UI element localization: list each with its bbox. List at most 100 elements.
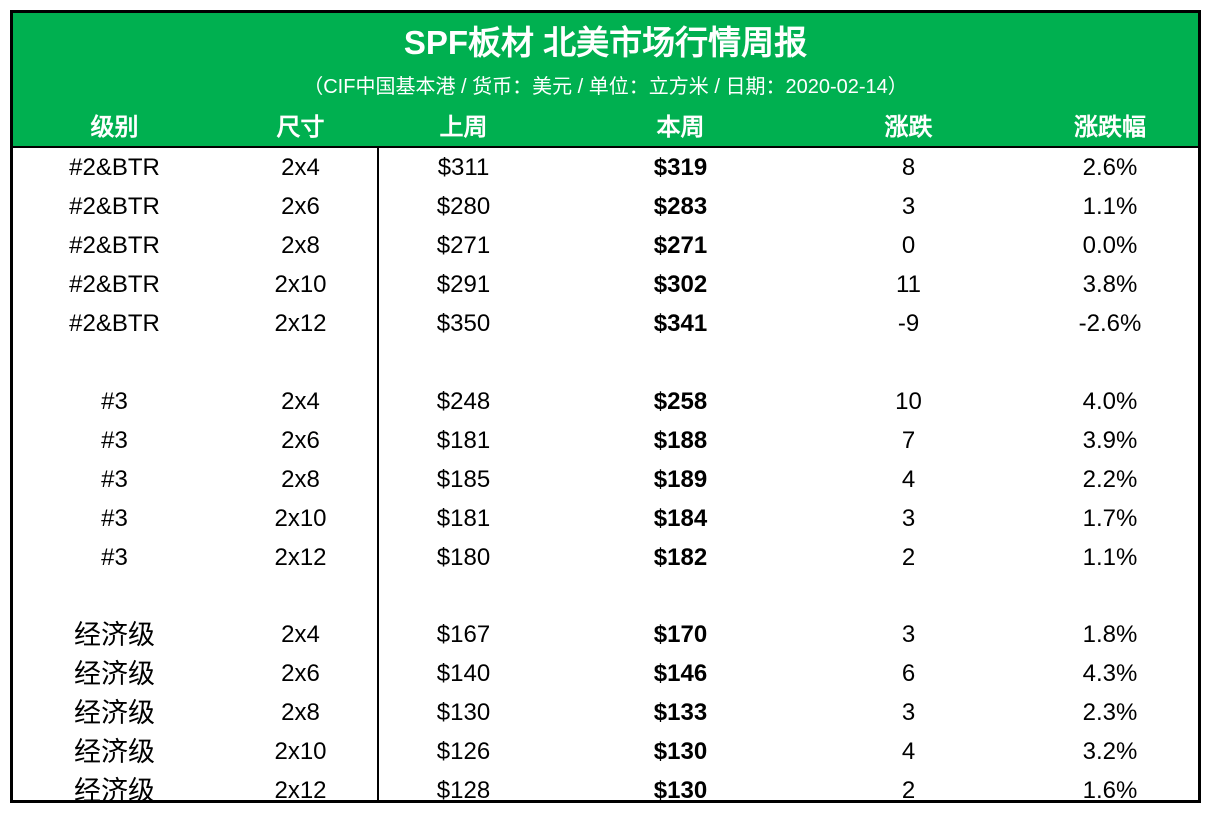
size-cell: 2x6 [281,427,320,454]
last-week-price-cell: $311 [437,154,490,181]
last-week-price-cell: $350 [436,310,491,337]
change-cell: 3 [901,193,916,220]
column-header-change-percent: 涨跌幅 [1074,114,1146,141]
this-week-price-cell: $184 [653,505,708,532]
header-banner: SPF板材 北美市场行情周报 （CIF中国基本港 / 货币：美元 / 单位：立方… [13,13,1198,148]
change-cell: -9 [897,310,920,337]
column-header-this-week: 本周 [656,114,705,141]
change-cell: 4 [901,738,916,765]
change-cell: 3 [901,621,916,648]
size-cell: 2x4 [281,154,320,181]
size-cell: 2x6 [281,660,320,687]
size-cell: 2x8 [281,699,320,726]
column-header-change: 涨跌 [884,114,933,141]
change-cell: 3 [901,505,916,532]
this-week-price-cell: $271 [653,232,708,259]
report-subtitle: （CIF中国基本港 / 货币：美元 / 单位：立方米 / 日期：2020-02-… [303,76,908,98]
last-week-price-cell: $180 [436,544,491,571]
grade-cell: 经济级 [74,776,155,803]
this-week-price-cell: $130 [653,738,708,765]
size-cell: 2x12 [274,777,327,803]
this-week-price-cell: $182 [653,544,708,571]
change-percent-cell: 3.9% [1082,427,1138,454]
change-percent-cell: 4.0% [1082,388,1138,415]
last-week-price-cell: $248 [436,388,491,415]
last-week-price-cell: $181 [436,505,491,532]
change-percent-cell: 3.2% [1082,738,1138,765]
last-week-price-cell: $130 [436,699,491,726]
this-week-price-cell: $189 [653,466,708,493]
report-table: SPF板材 北美市场行情周报 （CIF中国基本港 / 货币：美元 / 单位：立方… [10,10,1201,803]
change-percent-cell: 1.6% [1082,777,1138,803]
change-percent-cell: 4.3% [1082,660,1138,687]
last-week-price-cell: $128 [436,777,491,803]
grade-cell: 经济级 [74,659,155,689]
this-week-price-cell: $146 [653,660,708,687]
size-cell: 2x6 [281,193,320,220]
size-cell: 2x10 [274,738,327,765]
change-cell: 3 [901,699,916,726]
grade-cell: #3 [101,544,128,571]
change-percent-cell: 1.8% [1082,621,1138,648]
grade-cell: #2&BTR [69,271,160,298]
size-cell: 2x4 [281,388,320,415]
change-cell: 11 [896,271,921,298]
size-cell: 2x10 [274,505,327,532]
grade-cell: 经济级 [74,698,155,728]
this-week-price-cell: $133 [653,699,708,726]
this-week-price-cell: $188 [653,427,708,454]
grade-cell: 经济级 [74,620,155,650]
last-week-price-cell: $185 [436,466,491,493]
last-week-price-cell: $140 [436,660,491,687]
this-week-price-cell: $170 [653,621,708,648]
grade-cell: #2&BTR [69,310,160,337]
this-week-price-cell: $283 [653,193,708,220]
size-cell: 2x8 [281,466,320,493]
grade-cell: #3 [101,466,128,493]
grade-cell: #2&BTR [69,154,160,181]
size-cell: 2x4 [281,621,320,648]
size-cell: 2x10 [274,271,327,298]
change-cell: 7 [901,427,916,454]
this-week-price-cell: $341 [653,310,708,337]
last-week-price-cell: $271 [436,232,491,259]
size-cell: 2x8 [281,232,320,259]
column-header-size: 尺寸 [276,114,325,141]
grade-cell: #2&BTR [69,232,160,259]
last-week-price-cell: $181 [436,427,491,454]
last-week-price-cell: $167 [436,621,491,648]
change-percent-cell: 0.0% [1082,232,1138,259]
change-cell: 8 [901,154,916,181]
this-week-price-cell: $319 [653,154,708,181]
this-week-price-cell: $302 [653,271,708,298]
change-percent-cell: 2.2% [1082,466,1138,493]
column-divider [377,146,379,800]
size-cell: 2x12 [274,310,327,337]
change-cell: 10 [895,388,922,415]
change-percent-cell: 1.7% [1082,505,1138,532]
grade-cell: #2&BTR [69,193,160,220]
column-header-last-week: 上周 [439,114,488,141]
report-title: SPF板材 北美市场行情周报 [403,24,808,61]
change-cell: 4 [901,466,916,493]
column-header-grade: 级别 [90,114,139,141]
this-week-price-cell: $130 [653,777,708,803]
change-percent-cell: 1.1% [1082,544,1138,571]
grade-cell: 经济级 [74,737,155,767]
change-cell: 2 [901,777,916,803]
change-cell: 0 [901,232,916,259]
change-percent-cell: 2.3% [1082,699,1138,726]
change-percent-cell: 2.6% [1082,154,1138,181]
grade-cell: #3 [101,427,128,454]
change-cell: 2 [901,544,916,571]
grade-cell: #3 [101,388,128,415]
this-week-price-cell: $258 [653,388,708,415]
last-week-price-cell: $126 [436,738,491,765]
change-cell: 6 [901,660,916,687]
last-week-price-cell: $291 [436,271,491,298]
size-cell: 2x12 [274,544,327,571]
change-percent-cell: 3.8% [1082,271,1138,298]
change-percent-cell: -2.6% [1078,310,1142,337]
last-week-price-cell: $280 [436,193,491,220]
change-percent-cell: 1.1% [1082,193,1138,220]
